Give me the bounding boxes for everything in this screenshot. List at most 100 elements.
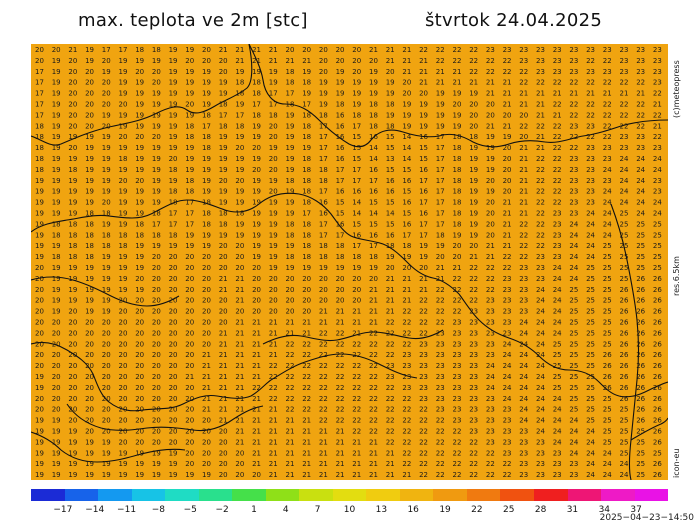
grid-value: 23 — [569, 122, 578, 130]
grid-value: 22 — [469, 264, 478, 272]
grid-value: 25 — [586, 340, 595, 348]
grid-value: 19 — [119, 166, 128, 174]
grid-value: 18 — [152, 210, 161, 218]
grid-value: 25 — [603, 253, 612, 261]
grid-value: 20 — [286, 297, 295, 305]
grid-value: 23 — [620, 46, 629, 54]
grid-value: 22 — [319, 395, 328, 403]
grid-value: 14 — [386, 210, 395, 218]
grid-value: 22 — [386, 340, 395, 348]
grid-value: 20 — [68, 351, 77, 359]
grid-value: 23 — [469, 417, 478, 425]
grid-value: 21 — [336, 438, 345, 446]
grid-value: 19 — [52, 90, 61, 98]
grid-value: 20 — [185, 286, 194, 294]
grid-value: 19 — [185, 231, 194, 239]
grid-value: 24 — [519, 319, 528, 327]
grid-value: 19 — [169, 449, 178, 457]
grid-value: 17 — [102, 46, 111, 54]
grid-value: 20 — [219, 297, 228, 305]
grid-value: 21 — [486, 253, 495, 261]
grid-value: 20 — [35, 406, 44, 414]
grid-value: 24 — [586, 210, 595, 218]
grid-value: 17 — [319, 155, 328, 163]
grid-value: 25 — [653, 253, 662, 261]
grid-value: 20 — [169, 264, 178, 272]
grid-value: 17 — [336, 231, 345, 239]
grid-value: 23 — [486, 308, 495, 316]
grid-value: 19 — [286, 199, 295, 207]
grid-value: 25 — [586, 362, 595, 370]
grid-value: 19 — [252, 253, 261, 261]
grid-value: 20 — [202, 428, 211, 436]
grid-value: 24 — [519, 362, 528, 370]
grid-value: 21 — [269, 46, 278, 54]
grid-value: 22 — [620, 111, 629, 119]
grid-value: 19 — [169, 90, 178, 98]
grid-value: 18 — [35, 133, 44, 141]
grid-value: 20 — [68, 417, 77, 425]
grid-value: 20 — [219, 428, 228, 436]
grid-value: 20 — [469, 242, 478, 250]
grid-value: 18 — [369, 101, 378, 109]
grid-value: 20 — [35, 275, 44, 283]
grid-value: 18 — [202, 133, 211, 141]
grid-value: 20 — [169, 155, 178, 163]
grid-value: 23 — [569, 166, 578, 174]
scale-segment — [98, 489, 132, 501]
border-southern-ring — [66, 403, 264, 432]
grid-value: 25 — [569, 395, 578, 403]
grid-value: 23 — [553, 220, 562, 228]
grid-value: 23 — [503, 449, 512, 457]
grid-value: 15 — [352, 155, 361, 163]
grid-value: 23 — [603, 155, 612, 163]
grid-value: 19 — [369, 264, 378, 272]
grid-value: 23 — [519, 308, 528, 316]
grid-value: 22 — [453, 308, 462, 316]
grid-value: 19 — [352, 90, 361, 98]
grid-value: 24 — [653, 166, 662, 174]
grid-value: 24 — [536, 319, 545, 327]
grid-value: 25 — [603, 297, 612, 305]
grid-value: 23 — [503, 308, 512, 316]
grid-value: 21 — [503, 122, 512, 130]
grid-value: 23 — [519, 46, 528, 54]
grid-value: 24 — [503, 362, 512, 370]
grid-value: 21 — [202, 406, 211, 414]
grid-value: 15 — [402, 188, 411, 196]
grid-value: 22 — [519, 68, 528, 76]
grid-value: 20 — [202, 329, 211, 337]
grid-value: 21 — [352, 449, 361, 457]
grid-value: 18 — [402, 242, 411, 250]
grid-value: 22 — [620, 101, 629, 109]
grid-value: 26 — [653, 308, 662, 316]
grid-value: 23 — [419, 351, 428, 359]
grid-value: 19 — [85, 438, 94, 446]
grid-value: 21 — [553, 111, 562, 119]
scale-segment — [567, 489, 602, 501]
grid-value: 23 — [553, 57, 562, 65]
grid-value: 19 — [169, 460, 178, 468]
grid-value: 23 — [402, 373, 411, 381]
grid-value: 19 — [152, 166, 161, 174]
grid-value: 20 — [68, 406, 77, 414]
grid-value: 23 — [469, 340, 478, 348]
grid-value: 21 — [219, 329, 228, 337]
border-germany-czechia-north — [31, 44, 253, 146]
grid-value: 20 — [453, 242, 462, 250]
grid-value: 22 — [402, 428, 411, 436]
grid-value: 19 — [35, 220, 44, 228]
grid-value: 22 — [503, 264, 512, 272]
grid-value: 22 — [586, 79, 595, 87]
grid-value: 19 — [135, 111, 144, 119]
grid-value: 20 — [169, 340, 178, 348]
grid-value: 20 — [152, 428, 161, 436]
grid-value: 21 — [636, 90, 645, 98]
grid-value: 23 — [620, 133, 629, 141]
grid-value: 20 — [135, 297, 144, 305]
grid-value: 25 — [636, 231, 645, 239]
grid-value: 24 — [603, 210, 612, 218]
grid-value: 20 — [202, 275, 211, 283]
grid-value: 19 — [235, 199, 244, 207]
grid-value: 22 — [486, 57, 495, 65]
